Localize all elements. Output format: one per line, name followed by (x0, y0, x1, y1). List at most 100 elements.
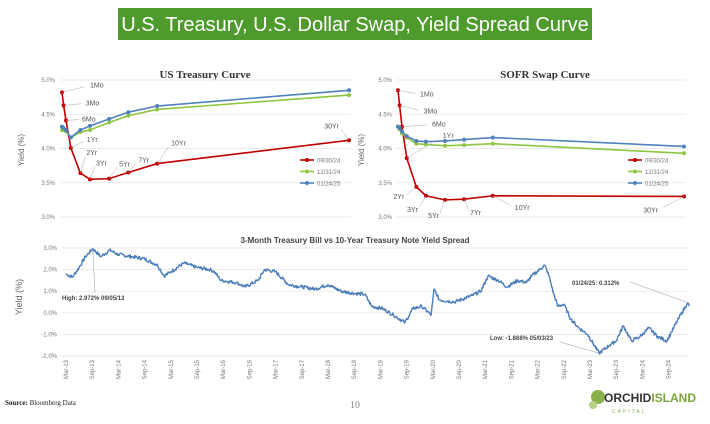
label-leader (80, 157, 86, 174)
x-tick-label: Mar-23 (588, 359, 594, 379)
svg-text:CAPITAL: CAPITAL (612, 409, 646, 415)
legend-marker (305, 169, 309, 174)
chart-title: 3-Month Treasury Bill vs 10-Year Treasur… (241, 236, 470, 245)
label-leader (406, 140, 436, 159)
data-point (462, 137, 467, 142)
x-tick-label: Mar-18 (326, 359, 332, 379)
x-tick-label: Sep-21 (509, 359, 515, 379)
y-tick-label: 5.0% (378, 78, 392, 84)
maturity-label: 10Yr (171, 141, 186, 148)
label-leader (663, 196, 685, 208)
data-point (423, 142, 428, 147)
x-tick-label: Sep-18 (352, 359, 358, 379)
x-tick-label: Mar-19 (378, 359, 384, 379)
y-tick-label: 4.0% (41, 147, 55, 153)
label-leader (340, 128, 350, 141)
series-line-01/24/25 (397, 125, 685, 148)
series-line-09/30/24 (61, 92, 350, 181)
maturity-label: 7Yr (138, 157, 150, 164)
legend-label: 12/31/24 (645, 170, 669, 176)
x-tick-label: Sep-19 (405, 359, 411, 379)
header-bar (118, 8, 592, 40)
y-tick-label: 3.5% (378, 181, 392, 187)
data-point (490, 141, 495, 146)
y-tick-label: -1.0% (41, 332, 57, 338)
data-point (107, 120, 112, 125)
label-leader (419, 195, 427, 208)
data-point (490, 135, 495, 140)
legend-marker (633, 158, 637, 162)
maturity-label: 2Yr (86, 150, 98, 157)
data-point (87, 123, 92, 128)
data-point (397, 125, 402, 130)
x-tick-label: Mar-16 (221, 359, 227, 379)
legend-label: 09/30/24 (317, 159, 341, 165)
svg-text:ORCHIDISLAND: ORCHIDISLAND (604, 391, 696, 405)
label-leader (65, 119, 79, 121)
orchid-island-logo: ORCHIDISLAND CAPITAL (589, 390, 696, 415)
y-axis-label: Yield (%) (14, 279, 24, 315)
label-leader (70, 141, 84, 149)
sofr-swap-chart: SOFR Swap Curve Yield (%) 5.0% 4.5% 4.0% 3.… (357, 69, 686, 221)
maturity-label: 5Yr (119, 162, 131, 169)
data-point (347, 93, 351, 98)
maturity-label: 1Yr (443, 133, 455, 140)
x-tick-label: Mar-15 (169, 359, 175, 379)
legend-label: 09/30/24 (645, 159, 669, 165)
y-tick-label: 3.0% (43, 246, 57, 252)
x-tick-label: Sep-15 (195, 359, 201, 379)
y-axis-label: Yield (%) (17, 134, 26, 166)
us-treasury-chart: US Treasury Curve Yield (%) 5.0% 4.5% 4.0%… (17, 69, 351, 221)
chart-title: US Treasury Curve (159, 69, 250, 81)
y-tick-label: 4.5% (378, 112, 392, 118)
label-leader (61, 86, 85, 93)
x-tick-label: Mar-20 (431, 359, 437, 379)
maturity-label: 1Mo (420, 91, 434, 98)
maturity-label: 30Yr (324, 123, 339, 130)
y-tick-label: 5.0% (41, 78, 55, 84)
y-tick-label: 1.0% (43, 289, 57, 295)
data-point (87, 128, 92, 133)
high-annotation: High: 2.972% 09/05/13 (62, 296, 125, 302)
label-leader (439, 199, 446, 213)
data-point (443, 143, 448, 148)
x-tick-label: Sep-20 (457, 359, 463, 379)
label-leader (63, 103, 82, 106)
data-point (155, 104, 160, 109)
data-point (682, 151, 686, 156)
x-tick-label: Mar-17 (274, 359, 280, 379)
source-note: Source: Bloomberg Data (5, 399, 77, 407)
y-tick-label: 4.5% (41, 112, 55, 118)
label-leader (492, 195, 511, 206)
legend-marker (305, 158, 309, 162)
data-point (462, 143, 467, 148)
x-tick-label: Mar-22 (536, 359, 542, 379)
label-leader (406, 186, 417, 196)
y-tick-label: 2.0% (43, 268, 57, 274)
spread-line (65, 247, 691, 355)
x-tick-label: Mar-13 (64, 359, 70, 379)
maturity-label: 6Mo (432, 122, 446, 129)
page-number: 10 (350, 400, 360, 411)
label-leader (156, 147, 169, 164)
yield-spread-chart: 3-Month Treasury Bill vs 10-Year Treasur… (14, 236, 691, 379)
x-tick-label: Sep-22 (562, 359, 568, 379)
legend-marker (633, 169, 637, 174)
low-leader (559, 341, 600, 354)
data-point (347, 88, 351, 93)
label-leader (463, 199, 470, 211)
last-annotation: 01/24/25: 0.312% (572, 281, 620, 287)
data-point (423, 139, 428, 144)
x-tick-label: Sep-16 (247, 359, 253, 379)
y-tick-label: -2.0% (41, 354, 57, 360)
data-point (399, 129, 404, 134)
low-annotation: Low: -1.868% 05/03/23 (490, 336, 554, 342)
data-point (68, 135, 73, 140)
maturity-label: 10Yr (515, 205, 530, 212)
y-tick-label: 3.0% (378, 215, 392, 221)
y-tick-label: 4.0% (378, 147, 392, 153)
label-leader (108, 167, 118, 179)
maturity-label: 6Mo (82, 116, 96, 123)
x-tick-label: Sep-13 (90, 359, 96, 379)
